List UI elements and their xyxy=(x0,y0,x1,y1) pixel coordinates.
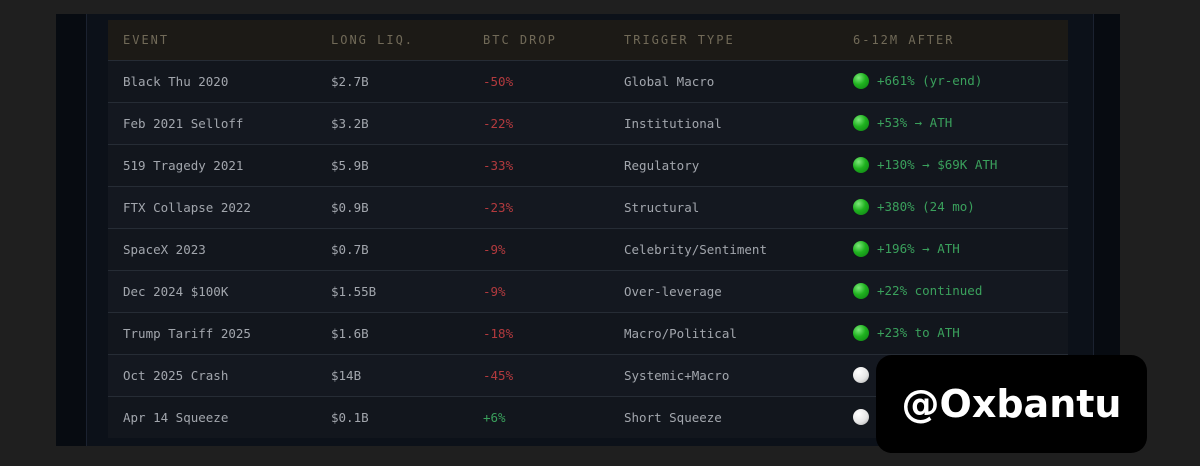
after-cell: +380% (24 mo) xyxy=(838,186,1068,228)
after-cell: +53% → ATH xyxy=(838,102,1068,144)
after-value: +53% → ATH xyxy=(877,115,953,130)
after-cell: +22% continued xyxy=(838,270,1068,312)
after-value: +380% (24 mo) xyxy=(877,199,975,214)
event-cell: FTX Collapse 2022 xyxy=(123,199,251,215)
after-value: +661% (yr-end) xyxy=(877,73,983,88)
green-circle-icon xyxy=(853,199,869,215)
after-value: +196% → ATH xyxy=(877,241,960,256)
after-value: +23% to ATH xyxy=(877,325,960,340)
long-liq-cell: $1.55B xyxy=(331,283,377,299)
table-row: Trump Tariff 2025 $1.6B -18% Macro/Politica… xyxy=(108,312,1068,354)
long-liq-cell: $0.9B xyxy=(331,199,369,215)
trigger-type-cell: Over-leverage xyxy=(624,283,722,299)
table-row: SpaceX 2023 $0.7B -9% Celebrity/Sentiment +1… xyxy=(108,228,1068,270)
trigger-type-cell: Global Macro xyxy=(624,73,715,89)
watermark-text: @Oxbantu xyxy=(901,382,1122,426)
liquidation-events-table: EVENT LONG LIQ. BTC DROP TRIGGER TYPE 6-… xyxy=(108,20,1068,438)
green-circle-icon xyxy=(853,73,869,89)
after-cell xyxy=(838,396,1068,438)
watermark-badge: @Oxbantu xyxy=(876,355,1147,453)
after-value: +22% continued xyxy=(877,283,983,298)
table-row: FTX Collapse 2022 $0.9B -23% Structural +380… xyxy=(108,186,1068,228)
white-circle-icon xyxy=(853,409,869,426)
after-cell: +196% → ATH xyxy=(838,228,1068,270)
header-long-liq: LONG LIQ. xyxy=(331,32,415,47)
table-row: 519 Tragedy 2021 $5.9B -33% Regulatory +130%… xyxy=(108,144,1068,186)
long-liq-cell: $1.6B xyxy=(331,325,369,341)
long-liq-cell: $2.7B xyxy=(331,73,369,89)
trigger-type-cell: Systemic+Macro xyxy=(624,367,730,383)
trigger-type-cell: Regulatory xyxy=(624,157,700,173)
event-cell: Dec 2024 $100K xyxy=(123,283,229,299)
btc-drop-cell: -23% xyxy=(483,199,514,215)
trigger-type-cell: Short Squeeze xyxy=(624,409,722,425)
btc-drop-cell: -50% xyxy=(483,73,514,89)
event-cell: 519 Tragedy 2021 xyxy=(123,157,244,173)
green-circle-icon xyxy=(853,157,869,173)
event-cell: Black Thu 2020 xyxy=(123,73,229,89)
after-cell: +130% → $69K ATH xyxy=(838,144,1068,186)
event-cell: Feb 2021 Selloff xyxy=(123,115,244,131)
btc-drop-cell: -9% xyxy=(483,241,506,257)
btc-drop-cell: -45% xyxy=(483,367,514,383)
long-liq-cell: $3.2B xyxy=(331,115,369,131)
after-cell: +23% to ATH xyxy=(838,312,1068,354)
trigger-type-cell: Macro/Political xyxy=(624,325,737,341)
header-btc-drop: BTC DROP xyxy=(483,32,557,47)
table-header-row: EVENT LONG LIQ. BTC DROP TRIGGER TYPE 6-… xyxy=(108,20,1068,60)
after-cell: +661% (yr-end) xyxy=(838,60,1068,102)
btc-drop-cell: -9% xyxy=(483,283,506,299)
event-cell: Apr 14 Squeeze xyxy=(123,409,229,425)
trigger-type-cell: Structural xyxy=(624,199,700,215)
long-liq-cell: $14B xyxy=(331,367,362,383)
btc-drop-cell: -33% xyxy=(483,157,514,173)
long-liq-cell: $5.9B xyxy=(331,157,369,173)
after-value: +130% → $69K ATH xyxy=(877,157,998,172)
green-circle-icon xyxy=(853,115,869,131)
table-row: Feb 2021 Selloff $3.2B -22% Institutional +5… xyxy=(108,102,1068,144)
green-circle-icon xyxy=(853,325,869,341)
header-event: EVENT xyxy=(123,32,170,47)
white-circle-icon xyxy=(853,367,869,383)
table-row: Black Thu 2020 $2.7B -50% Global Macro +661%… xyxy=(108,60,1068,102)
long-liq-cell: $0.1B xyxy=(331,409,369,425)
long-liq-cell: $0.7B xyxy=(331,241,369,257)
btc-drop-cell: +6% xyxy=(483,409,506,425)
event-cell: Trump Tariff 2025 xyxy=(123,325,251,341)
btc-drop-cell: -22% xyxy=(483,115,514,131)
green-circle-icon xyxy=(853,241,869,257)
header-6-12m-after: 6-12M AFTER xyxy=(853,32,955,47)
trigger-type-cell: Celebrity/Sentiment xyxy=(624,241,767,257)
after-cell xyxy=(838,354,1068,396)
event-cell: SpaceX 2023 xyxy=(123,241,206,257)
header-trigger-type: TRIGGER TYPE xyxy=(624,32,735,47)
green-circle-icon xyxy=(853,283,869,299)
trigger-type-cell: Institutional xyxy=(624,115,722,131)
event-cell: Oct 2025 Crash xyxy=(123,367,229,383)
btc-drop-cell: -18% xyxy=(483,325,514,341)
table-row: Dec 2024 $100K $1.55B -9% Over-leverage +22%… xyxy=(108,270,1068,312)
